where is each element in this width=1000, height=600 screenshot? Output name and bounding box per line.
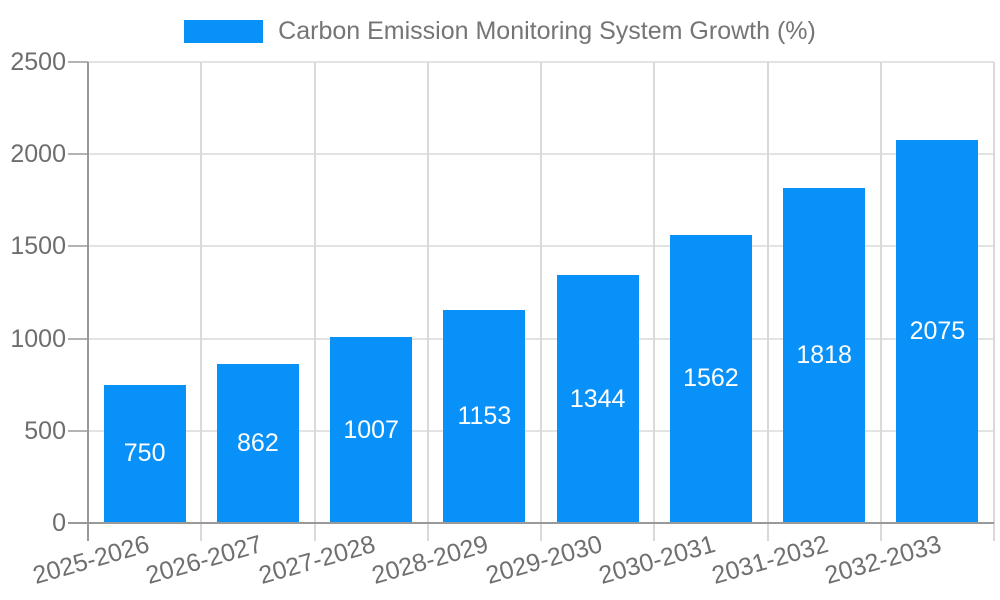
bar[interactable]: 1818 bbox=[783, 187, 866, 523]
x-axis-line bbox=[68, 522, 994, 524]
bar-value-label: 750 bbox=[123, 439, 166, 468]
y-axis-tick bbox=[68, 245, 88, 248]
bar-value-label: 1562 bbox=[683, 364, 739, 393]
gridline-vertical bbox=[653, 62, 656, 541]
legend-swatch bbox=[184, 20, 264, 43]
y-axis-tick bbox=[68, 337, 88, 340]
bar-value-label: 1153 bbox=[457, 402, 512, 431]
y-axis-tick bbox=[68, 429, 88, 432]
gridline-horizontal bbox=[68, 429, 994, 432]
bar-value-label: 1007 bbox=[343, 415, 399, 444]
bar[interactable]: 862 bbox=[216, 364, 299, 523]
y-tick-label: 1500 bbox=[10, 232, 66, 261]
bar[interactable]: 1153 bbox=[443, 310, 526, 523]
gridline-horizontal bbox=[68, 153, 994, 156]
bar-value-label: 1818 bbox=[796, 340, 852, 369]
bar-value-label: 2075 bbox=[909, 317, 966, 346]
gridline-horizontal bbox=[68, 337, 994, 340]
y-axis-tick bbox=[68, 153, 88, 156]
gridline-vertical bbox=[426, 62, 429, 541]
y-axis-line bbox=[87, 62, 89, 541]
y-tick-label: 0 bbox=[52, 509, 66, 537]
bar[interactable]: 1007 bbox=[330, 337, 413, 523]
gridline-horizontal bbox=[68, 61, 994, 63]
gridline-vertical bbox=[540, 62, 542, 541]
gridline-horizontal bbox=[68, 245, 994, 248]
gridline-vertical bbox=[993, 62, 995, 541]
y-tick-label: 2000 bbox=[10, 140, 66, 169]
gridline-vertical bbox=[766, 62, 769, 541]
y-tick-label: 1000 bbox=[10, 324, 66, 353]
legend-label: Carbon Emission Monitoring System Growth… bbox=[278, 17, 816, 45]
y-axis-tick bbox=[68, 61, 88, 63]
bar-value-label: 1344 bbox=[569, 384, 626, 413]
plot-area: 0 500 1000 1500 2000 2500 750 862 1007 1153 1344 15… bbox=[10, 48, 995, 590]
bar[interactable]: 750 bbox=[103, 384, 186, 523]
gridline-vertical bbox=[200, 62, 203, 541]
y-tick-label: 500 bbox=[24, 416, 66, 445]
y-tick-label: 2500 bbox=[10, 48, 66, 76]
bar-value-label: 862 bbox=[237, 429, 279, 458]
bar[interactable]: 1562 bbox=[669, 234, 752, 523]
gridline-vertical bbox=[879, 62, 882, 541]
legend-item[interactable]: Carbon Emission Monitoring System Growth… bbox=[0, 17, 1000, 46]
bar[interactable]: 1344 bbox=[556, 275, 639, 523]
bar[interactable]: 2075 bbox=[896, 140, 979, 523]
gridline-vertical bbox=[313, 62, 316, 541]
